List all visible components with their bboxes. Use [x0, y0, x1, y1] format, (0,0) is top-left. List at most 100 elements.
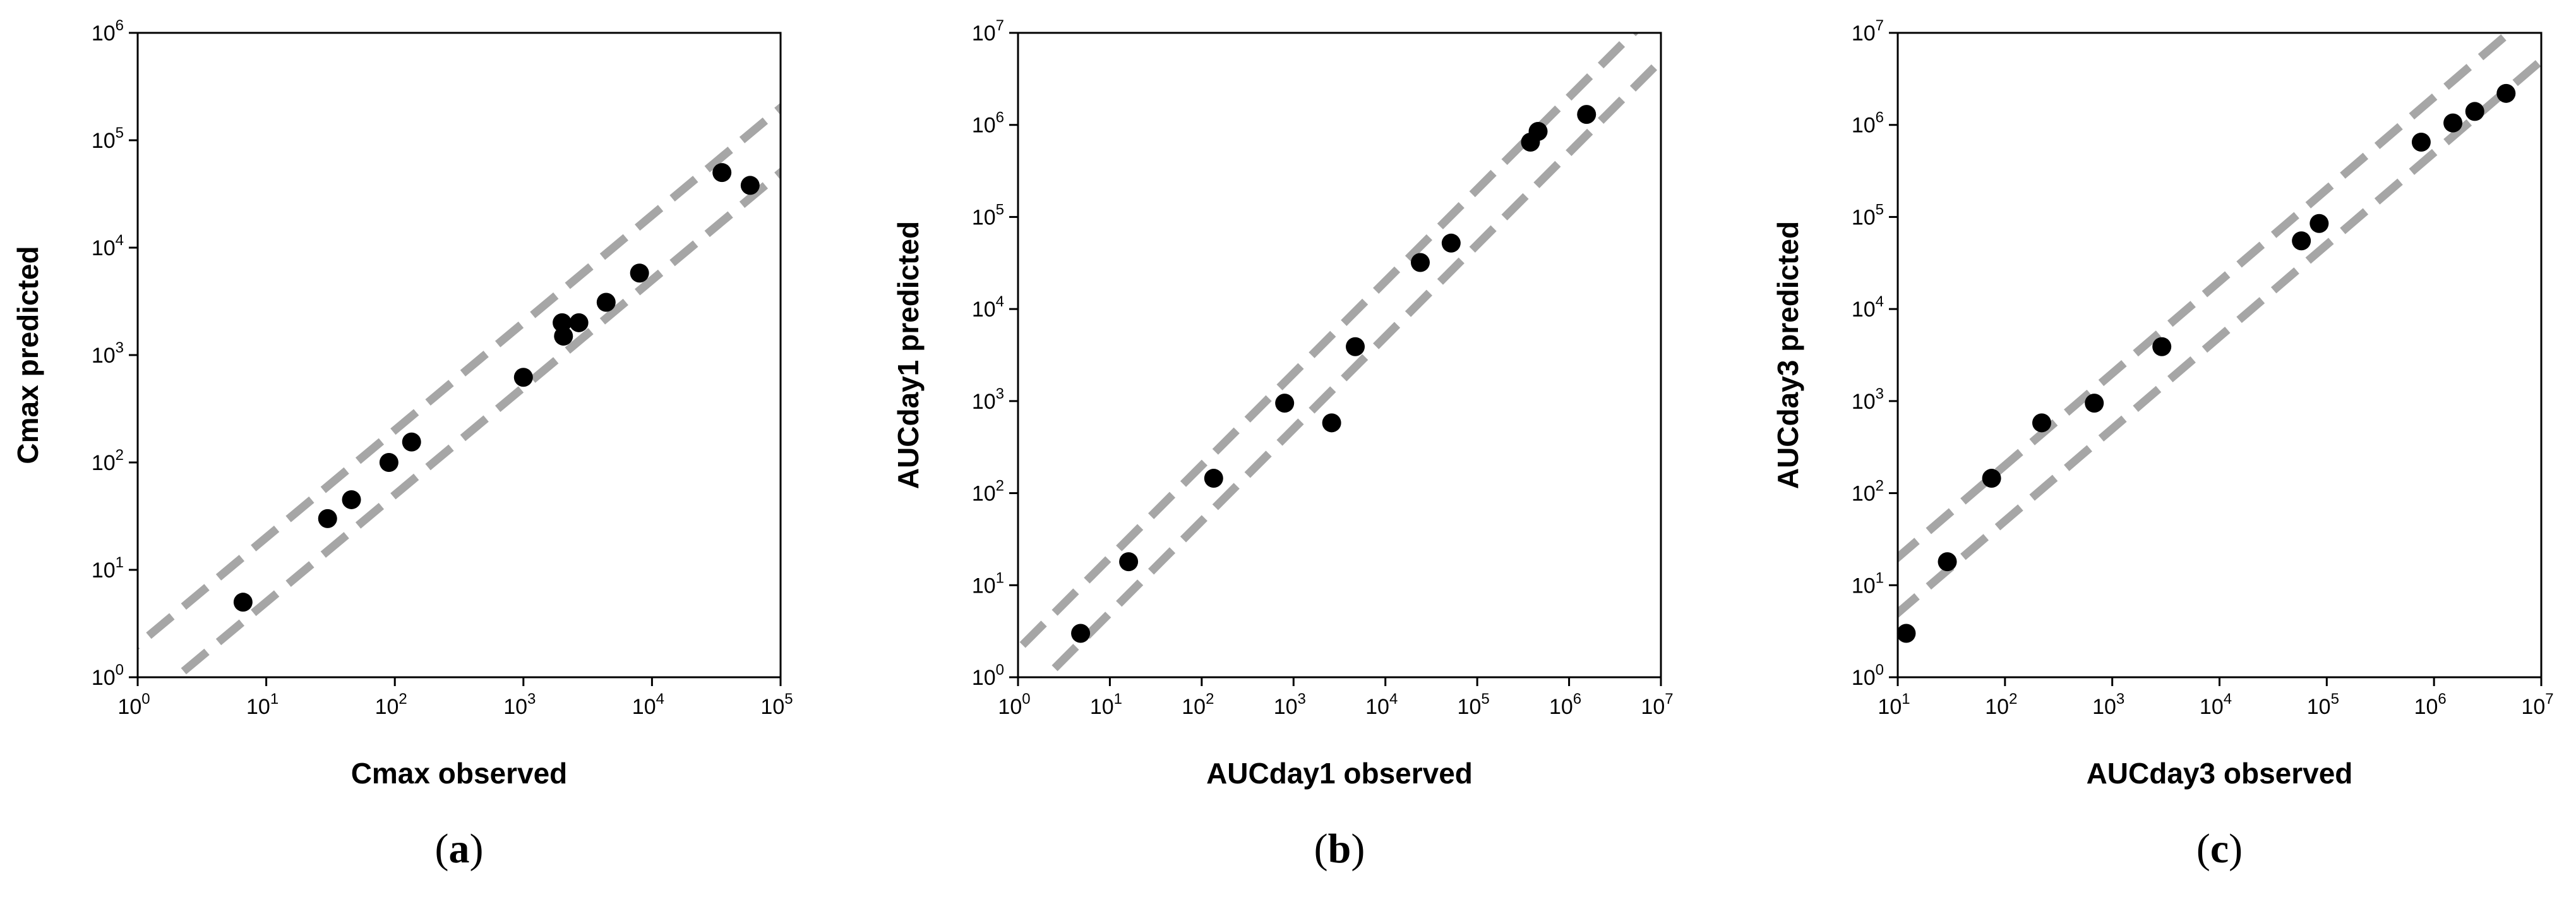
data-point — [1071, 624, 1091, 643]
y-tick-label: 104 — [1852, 293, 1884, 322]
x-tick-label: 101 — [1090, 691, 1122, 719]
data-point — [596, 293, 616, 312]
y-tick-label: 105 — [972, 201, 1004, 229]
data-point — [2496, 83, 2516, 103]
data-point — [712, 163, 732, 183]
y-tick-label: 106 — [972, 109, 1004, 138]
data-point — [1938, 552, 1957, 572]
x-tick-label: 104 — [2200, 691, 2232, 719]
x-axis-title: AUCday1 observed — [1206, 757, 1473, 790]
y-tick-label: 102 — [1852, 478, 1884, 506]
y-tick-label: 103 — [1852, 385, 1884, 414]
data-point — [1441, 233, 1461, 253]
x-tick-label: 100 — [117, 691, 150, 719]
x-tick-label: 106 — [1549, 691, 1581, 719]
y-tick-label: 101 — [972, 569, 1004, 598]
data-point — [2032, 413, 2051, 433]
reference-line-lower — [1039, 54, 1661, 677]
y-tick-label: 103 — [972, 385, 1004, 414]
x-tick-label: 102 — [375, 691, 407, 719]
x-tick-label: 102 — [1985, 691, 2017, 719]
data-point — [342, 490, 361, 509]
x-tick-label: 107 — [2521, 691, 2553, 719]
data-point — [1346, 337, 1365, 356]
data-point — [1322, 413, 1341, 433]
x-tick-label: 105 — [760, 691, 793, 719]
reference-line-upper — [1898, 33, 2515, 563]
chart-panel-a: 100 101 102 103 104 105 100 101 102 103 104 105 106 C… — [11, 17, 793, 872]
data-point — [2292, 231, 2311, 251]
y-tick-label: 101 — [1852, 569, 1884, 598]
y-tick-label: 102 — [92, 447, 124, 475]
reference-line-upper — [1018, 33, 1639, 656]
data-point — [1982, 469, 2001, 488]
data-point — [740, 176, 760, 195]
y-axis-title: AUCday3 predicted — [1771, 221, 1804, 489]
plot-frame — [136, 32, 782, 679]
y-tick-label: 100 — [92, 661, 124, 690]
reference-line-lower — [1898, 55, 2541, 618]
reference-line-upper — [138, 102, 781, 651]
x-tick-label: 105 — [1458, 691, 1490, 719]
data-point — [1577, 105, 1597, 124]
y-tick-label: 100 — [1852, 661, 1884, 690]
y-axis-title: AUCday1 predicted — [892, 221, 925, 489]
data-point — [2443, 113, 2463, 133]
x-axis-title: Cmax observed — [351, 757, 568, 790]
y-tick-label: 105 — [1852, 201, 1884, 229]
data-point — [379, 453, 398, 472]
x-tick-label: 106 — [2414, 691, 2447, 719]
data-point — [2411, 132, 2431, 152]
x-tick-label: 100 — [998, 691, 1030, 719]
data-point — [2085, 394, 2104, 413]
data-point — [554, 327, 573, 346]
x-tick-label: 103 — [2092, 691, 2124, 719]
x-tick-label: 104 — [1365, 691, 1398, 719]
reference-line-lower — [170, 167, 781, 677]
y-tick-label: 102 — [972, 478, 1004, 506]
data-point — [1204, 469, 1223, 488]
data-point — [318, 509, 337, 528]
y-tick-label: 104 — [92, 232, 124, 260]
y-tick-label: 105 — [92, 124, 124, 153]
x-tick-label: 102 — [1182, 691, 1214, 719]
y-tick-label: 103 — [92, 339, 124, 368]
x-tick-label: 105 — [2307, 691, 2339, 719]
x-tick-label: 101 — [1878, 691, 1910, 719]
x-axis-title: AUCday3 observed — [2087, 757, 2353, 790]
y-tick-label: 106 — [1852, 109, 1884, 138]
y-axis-title: Cmax predicted — [11, 246, 44, 464]
data-point — [233, 593, 253, 612]
y-tick-label: 100 — [972, 661, 1004, 690]
data-point — [1896, 624, 1916, 643]
panel-label: (b) — [1314, 826, 1365, 872]
y-tick-label: 106 — [92, 17, 124, 45]
data-point — [2309, 214, 2329, 233]
x-tick-label: 103 — [1274, 691, 1306, 719]
data-point — [513, 368, 533, 387]
data-point — [1411, 253, 1430, 272]
y-tick-label: 107 — [972, 17, 1004, 45]
x-tick-label: 103 — [503, 691, 536, 719]
y-tick-label: 107 — [1852, 17, 1884, 45]
plot-frame — [1017, 32, 1662, 679]
data-point — [2465, 102, 2484, 121]
x-tick-label: 101 — [246, 691, 279, 719]
data-point — [1528, 121, 1548, 141]
plot-frame — [1896, 32, 2543, 679]
data-point — [1119, 552, 1139, 572]
data-point — [569, 313, 589, 332]
x-tick-label: 107 — [1641, 691, 1673, 719]
data-point — [630, 263, 649, 283]
data-point — [402, 432, 421, 452]
data-point — [2152, 337, 2172, 356]
data-point — [1275, 394, 1295, 413]
panel-label: (a) — [435, 826, 484, 872]
x-tick-label: 104 — [632, 691, 664, 719]
y-tick-label: 104 — [972, 293, 1004, 322]
chart-panel-c: 101 102 103 104 105 106 1071001011021031041051… — [1771, 17, 2554, 872]
y-tick-label: 101 — [92, 554, 124, 582]
panel-label: (c) — [2196, 826, 2243, 872]
